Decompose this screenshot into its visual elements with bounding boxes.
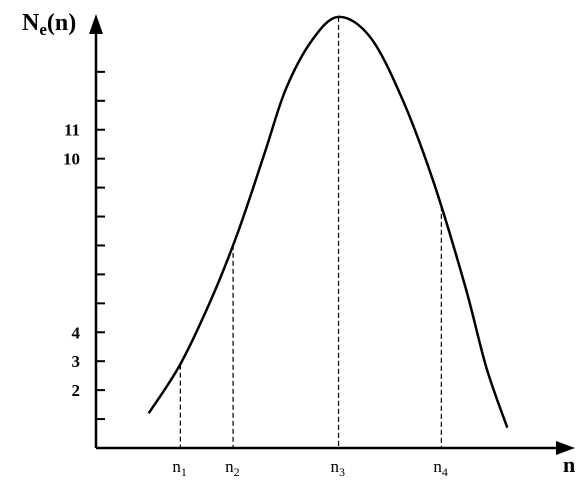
x-marker-label-1: n1 [172,457,187,479]
x-axis-label: n [563,452,575,477]
y-tick-label-4: 11 [64,121,80,140]
y-tick-label-3: 10 [63,150,80,169]
y-axis-label: Ne(n) [22,10,76,39]
x-marker-label-2: n2 [225,457,240,479]
y-tick-label-2: 4 [72,323,81,342]
y-axis-ticks [96,70,105,421]
y-axis-arrow [89,14,103,34]
x-axis-arrow [556,441,575,455]
marker-lines [179,16,442,448]
y-tick-labels: 2 3 4 10 11 [63,121,81,400]
y-tick-label-1: 3 [72,352,81,371]
x-marker-label-3: n3 [331,457,346,479]
x-marker-labels: n1 n2 n3 n4 [172,457,448,479]
x-marker-label-4: n4 [433,457,448,479]
y-tick-label-0: 2 [72,381,81,400]
curve-series [147,15,509,429]
